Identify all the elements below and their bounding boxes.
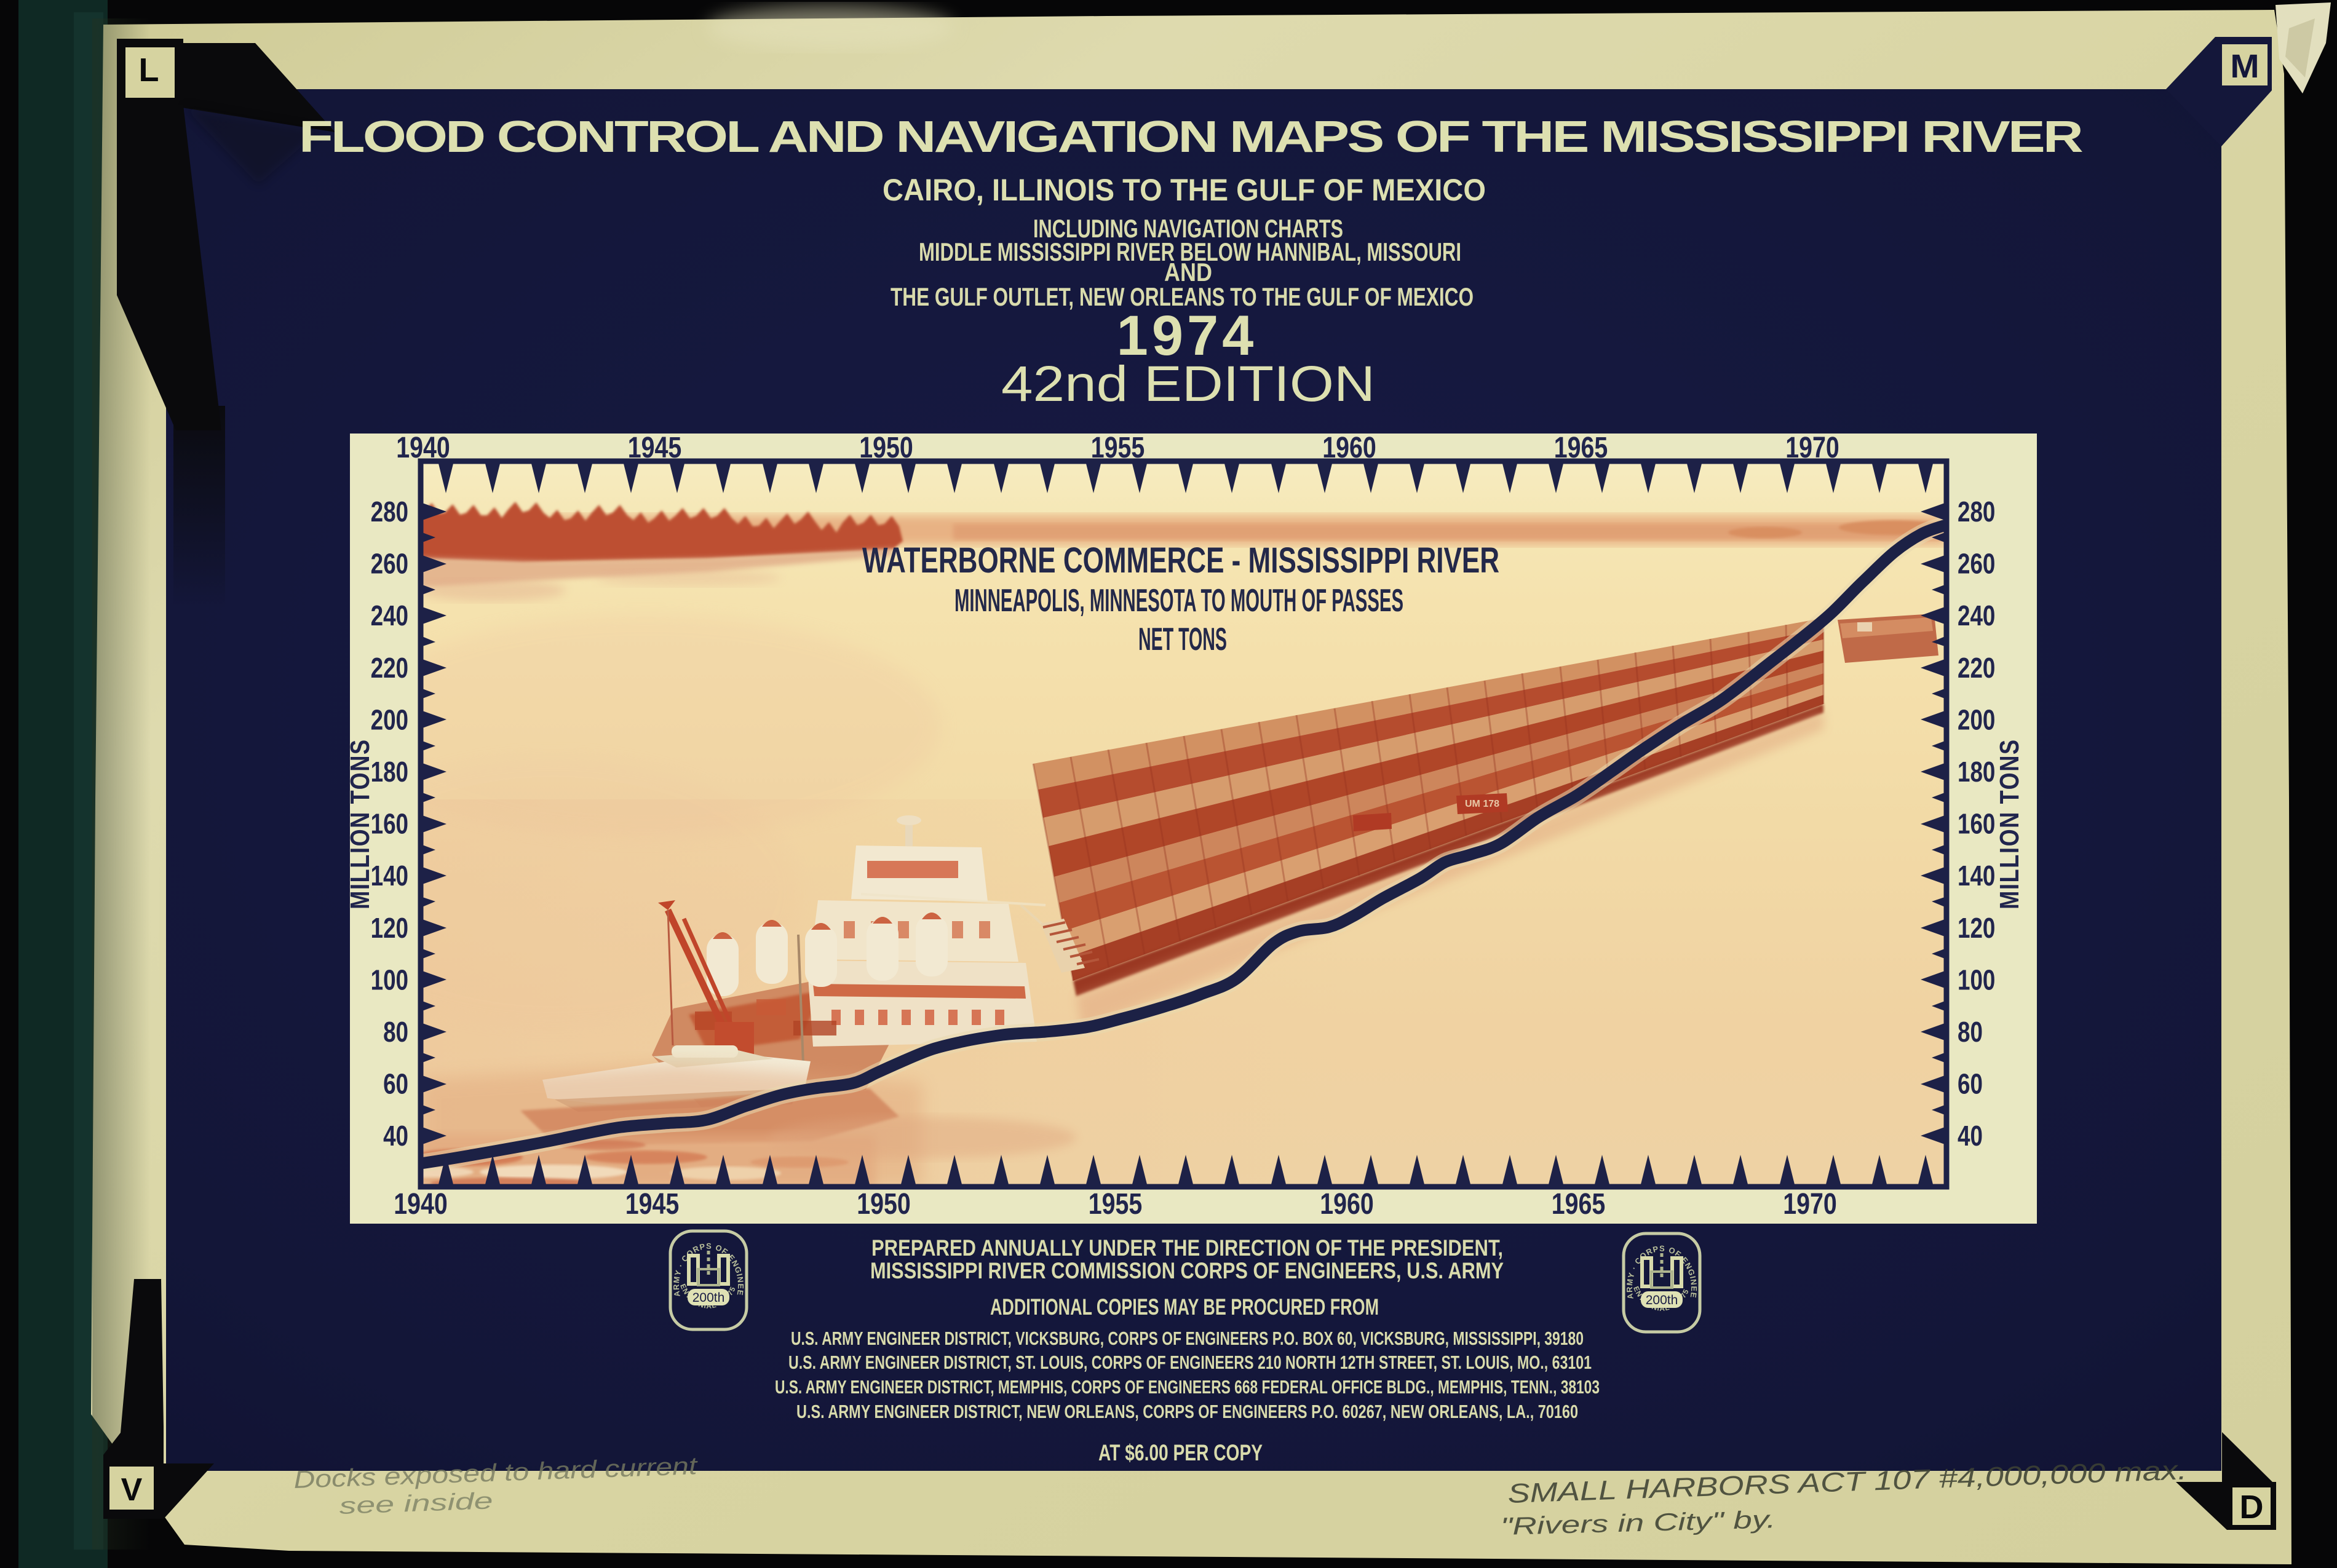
svg-text:100: 100 [1958, 964, 1995, 996]
svg-text:1945: 1945 [628, 431, 682, 464]
svg-text:1950: 1950 [859, 431, 913, 464]
svg-text:1974: 1974 [1117, 304, 1258, 367]
svg-text:MIDDLE MISSISSIPPI RIVER BELOW: MIDDLE MISSISSIPPI RIVER BELOW HANNIBAL,… [919, 237, 1461, 266]
svg-text:260: 260 [371, 548, 408, 580]
svg-text:160: 160 [1958, 808, 1995, 840]
svg-text:160: 160 [371, 808, 408, 840]
svg-text:200th: 200th [692, 1291, 725, 1305]
svg-text:MILLION TONS: MILLION TONS [345, 738, 375, 909]
svg-text:42nd EDITION: 42nd EDITION [1001, 356, 1375, 412]
svg-text:140: 140 [1958, 860, 1995, 892]
svg-text:1960: 1960 [1320, 1187, 1374, 1221]
svg-text:200th: 200th [1646, 1293, 1678, 1307]
svg-text:THE GULF OUTLET, NEW ORLEANS T: THE GULF OUTLET, NEW ORLEANS TO THE GULF… [891, 282, 1474, 311]
svg-text:U.S. ARMY ENGINEER DISTRICT, S: U.S. ARMY ENGINEER DISTRICT, ST. LOUIS, … [788, 1352, 1592, 1373]
svg-text:1965: 1965 [1552, 1187, 1606, 1221]
svg-text:NET TONS: NET TONS [1138, 622, 1227, 657]
svg-text:260: 260 [1958, 548, 1995, 580]
svg-text:U.S. ARMY ENGINEER DISTRICT, N: U.S. ARMY ENGINEER DISTRICT, NEW ORLEANS… [796, 1401, 1578, 1422]
svg-text:240: 240 [371, 600, 408, 632]
svg-text:280: 280 [371, 496, 408, 528]
svg-text:220: 220 [1958, 652, 1995, 684]
svg-text:80: 80 [1958, 1016, 1983, 1048]
svg-text:1950: 1950 [857, 1187, 911, 1221]
svg-text:180: 180 [371, 756, 408, 788]
svg-text:MISSISSIPPI RIVER COMMISSION C: MISSISSIPPI RIVER COMMISSION CORPS OF EN… [870, 1258, 1504, 1283]
svg-text:V: V [121, 1472, 143, 1508]
svg-text:ADDITIONAL COPIES MAY BE PROCU: ADDITIONAL COPIES MAY BE PROCURED FROM [990, 1294, 1379, 1320]
svg-text:140: 140 [371, 860, 408, 892]
svg-text:1960: 1960 [1322, 431, 1376, 464]
svg-text:40: 40 [383, 1120, 408, 1152]
svg-text:WATERBORNE COMMERCE - MISSISSI: WATERBORNE COMMERCE - MISSISSIPPI RIVER [862, 540, 1499, 580]
svg-text:60: 60 [1958, 1068, 1983, 1100]
svg-text:FLOOD CONTROL AND NAVIGATION M: FLOOD CONTROL AND NAVIGATION MAPS OF THE… [299, 113, 2083, 162]
svg-text:AND: AND [1164, 258, 1212, 287]
svg-text:120: 120 [371, 912, 408, 944]
svg-text:40: 40 [1958, 1120, 1983, 1152]
svg-text:200: 200 [1958, 703, 1995, 735]
svg-text:280: 280 [1958, 496, 1995, 528]
svg-text:100: 100 [371, 964, 408, 996]
svg-text:80: 80 [383, 1016, 408, 1048]
svg-text:M: M [2230, 47, 2259, 84]
svg-text:MINNEAPOLIS, MINNESOTA TO MOUT: MINNEAPOLIS, MINNESOTA TO MOUTH OF PASSE… [954, 583, 1403, 619]
svg-text:1955: 1955 [1091, 431, 1145, 464]
svg-text:1965: 1965 [1554, 431, 1608, 464]
svg-text:180: 180 [1958, 756, 1995, 788]
svg-text:L: L [139, 52, 159, 89]
svg-text:AT $6.00 PER COPY: AT $6.00 PER COPY [1098, 1440, 1263, 1465]
svg-text:see inside: see inside [339, 1488, 493, 1519]
svg-text:220: 220 [371, 652, 408, 684]
svg-text:200: 200 [371, 703, 408, 735]
svg-text:PREPARED ANNUALLY UNDER THE DI: PREPARED ANNUALLY UNDER THE DIRECTION OF… [871, 1235, 1503, 1261]
svg-text:240: 240 [1958, 600, 1995, 632]
svg-text:MILLION TONS: MILLION TONS [1994, 738, 2025, 909]
svg-text:U.S. ARMY ENGINEER DISTRICT, M: U.S. ARMY ENGINEER DISTRICT, MEMPHIS, CO… [775, 1376, 1600, 1398]
svg-text:1940: 1940 [396, 431, 450, 464]
svg-text:1955: 1955 [1089, 1187, 1143, 1221]
svg-text:60: 60 [383, 1068, 408, 1100]
svg-text:1945: 1945 [625, 1187, 680, 1221]
svg-text:UM 178: UM 178 [1465, 799, 1499, 809]
svg-text:1940: 1940 [394, 1187, 448, 1221]
svg-text:1970: 1970 [1785, 431, 1839, 464]
svg-text:1970: 1970 [1783, 1187, 1837, 1221]
svg-text:CAIRO, ILLINOIS TO THE GULF OF: CAIRO, ILLINOIS TO THE GULF OF MEXICO [883, 173, 1486, 207]
svg-text:120: 120 [1958, 912, 1995, 944]
svg-text:U.S. ARMY ENGINEER DISTRICT, V: U.S. ARMY ENGINEER DISTRICT, VICKSBURG, … [791, 1328, 1584, 1349]
svg-text:INCLUDING NAVIGATION CHARTS: INCLUDING NAVIGATION CHARTS [1033, 214, 1343, 243]
svg-text:D: D [2240, 1489, 2264, 1526]
